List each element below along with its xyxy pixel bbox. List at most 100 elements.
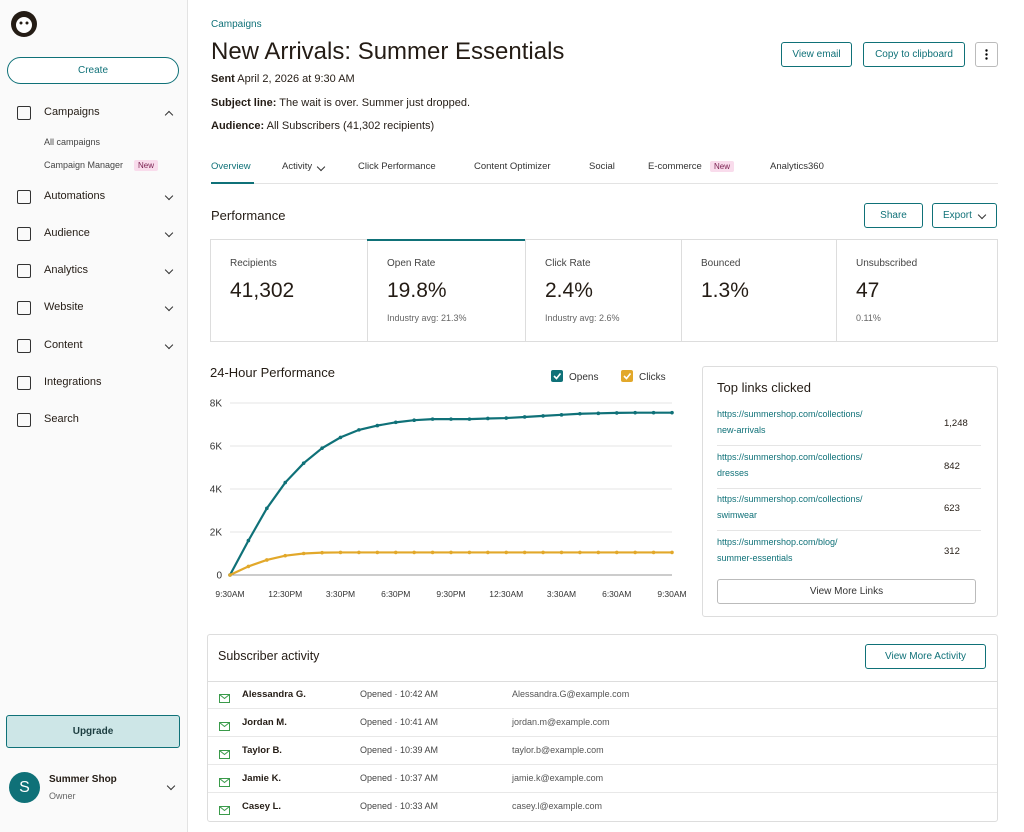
data-point bbox=[375, 423, 380, 428]
nav-icon bbox=[17, 227, 31, 241]
data-point bbox=[522, 415, 527, 419]
row-divider bbox=[208, 764, 997, 766]
view-activity-button[interactable]: View More Activity bbox=[865, 644, 986, 669]
nav-item[interactable]: Content bbox=[44, 339, 83, 351]
copy-button[interactable]: Copy to clipboard bbox=[863, 42, 965, 67]
upgrade-button[interactable]: Upgrade bbox=[6, 715, 180, 748]
nav-subitem[interactable]: Campaign Manager bbox=[44, 160, 124, 170]
create-button[interactable]: Create bbox=[7, 57, 179, 84]
data-point bbox=[412, 550, 416, 555]
data-point bbox=[467, 417, 472, 421]
subscriber-name: Jordan M. bbox=[242, 717, 287, 729]
export-button[interactable]: Export bbox=[932, 203, 997, 228]
tab[interactable]: Social bbox=[589, 161, 615, 172]
nav-item[interactable]: Automations bbox=[44, 190, 106, 202]
badge: New bbox=[710, 161, 735, 172]
data-point bbox=[320, 550, 324, 555]
data-point bbox=[246, 538, 251, 543]
data-point bbox=[559, 413, 564, 417]
tab[interactable]: Activity bbox=[282, 161, 313, 172]
link-divider bbox=[717, 445, 981, 446]
nav-item[interactable]: Search bbox=[44, 413, 79, 425]
nav-item[interactable]: Audience bbox=[44, 227, 90, 239]
mail-icon bbox=[219, 774, 230, 792]
x-tick-label: 9:30PM bbox=[436, 589, 465, 599]
row-divider bbox=[208, 736, 997, 738]
stat-label: Open Rate bbox=[387, 258, 436, 269]
tab[interactable]: Click Performance bbox=[358, 161, 436, 172]
data-point bbox=[228, 573, 232, 577]
nav-item[interactable]: Campaigns bbox=[44, 106, 100, 118]
breadcrumb[interactable]: Campaigns bbox=[211, 19, 262, 30]
link-url[interactable]: https://summershop.com/collections/ bbox=[717, 409, 863, 419]
nav-item[interactable]: Integrations bbox=[44, 376, 102, 388]
data-point bbox=[633, 410, 637, 415]
subscriber-email: jordan.m@example.com bbox=[512, 717, 610, 728]
row-divider bbox=[208, 708, 997, 709]
tab[interactable]: Content Optimizer bbox=[474, 161, 551, 172]
tab[interactable]: Overview bbox=[211, 161, 251, 172]
stat-divider bbox=[681, 239, 682, 342]
nav-icon bbox=[17, 264, 31, 278]
status: Opened bbox=[360, 717, 393, 728]
link-url[interactable]: https://summershop.com/collections/ bbox=[717, 494, 863, 504]
more-button[interactable] bbox=[975, 42, 998, 67]
data-point bbox=[578, 550, 582, 555]
sidebar bbox=[0, 0, 188, 832]
data-point bbox=[578, 411, 582, 416]
line-chart: 24-Hour Performance 0 2K 4K 6K 8K 9:30AM 12:30P… bbox=[210, 365, 687, 599]
view-links-button[interactable]: View More Links bbox=[717, 579, 976, 604]
stat-value: 1.3% bbox=[701, 279, 749, 302]
panel-title: Top links clicked bbox=[717, 380, 811, 395]
data-point bbox=[357, 428, 361, 432]
data-point bbox=[338, 435, 343, 440]
subscriber-email: Alessandra.G@example.com bbox=[512, 689, 630, 699]
nav-icon bbox=[17, 413, 31, 427]
nav-item[interactable]: Analytics bbox=[44, 264, 89, 276]
nav-subitem[interactable]: All campaigns bbox=[44, 137, 101, 147]
activity-panel bbox=[207, 634, 998, 822]
data-point bbox=[265, 506, 269, 511]
data-point bbox=[670, 550, 674, 555]
link-count: 842 bbox=[944, 460, 960, 472]
link-url[interactable]: summer-essentials bbox=[717, 552, 793, 563]
link-url[interactable]: dresses bbox=[717, 467, 749, 478]
badge: New bbox=[134, 160, 159, 171]
chevron bbox=[316, 162, 326, 172]
tab[interactable]: E-commerce bbox=[648, 161, 702, 172]
share-button[interactable]: Share bbox=[864, 203, 923, 228]
link-url[interactable]: https://summershop.com/collections/ bbox=[717, 451, 863, 462]
legend-swatch bbox=[621, 370, 633, 382]
stat-divider bbox=[525, 239, 526, 342]
y-tick-label: 2K bbox=[210, 528, 223, 539]
tab-underline bbox=[211, 182, 254, 184]
stat-label: Unsubscribed bbox=[856, 258, 918, 269]
stats-box bbox=[210, 239, 998, 342]
nav-item[interactable]: Website bbox=[44, 301, 84, 313]
data-point bbox=[559, 550, 564, 555]
mail-icon bbox=[219, 746, 230, 764]
data-point bbox=[651, 550, 656, 555]
link-count: 623 bbox=[944, 503, 960, 514]
link-url[interactable]: new-arrivals bbox=[717, 425, 766, 435]
activity-status: Opened · 10:39 AM bbox=[360, 745, 439, 756]
data-point bbox=[541, 550, 545, 555]
data-point bbox=[596, 411, 601, 416]
chart-title: 24-Hour Performance bbox=[210, 365, 335, 380]
data-point bbox=[393, 550, 398, 555]
legend-swatch bbox=[551, 370, 563, 382]
link-url[interactable]: https://summershop.com/blog/ bbox=[717, 536, 838, 547]
logo bbox=[11, 11, 37, 37]
time: 10:37 AM bbox=[400, 773, 439, 784]
subscriber-name: Alessandra G. bbox=[242, 689, 306, 700]
meta-line: Audience: All Subscribers (41,302 recipi… bbox=[211, 120, 434, 132]
data-point bbox=[430, 550, 435, 555]
meta-label: Subject line: bbox=[211, 97, 277, 109]
subscriber-email: casey.l@example.com bbox=[512, 801, 602, 812]
stat-label: Bounced bbox=[701, 258, 741, 269]
link-url[interactable]: swimwear bbox=[717, 510, 758, 520]
meta-line: Sent April 2, 2026 at 9:30 AM bbox=[211, 73, 355, 85]
tab[interactable]: Analytics360 bbox=[770, 161, 824, 172]
series-line bbox=[229, 551, 672, 576]
view-email-button[interactable]: View email bbox=[781, 42, 852, 67]
